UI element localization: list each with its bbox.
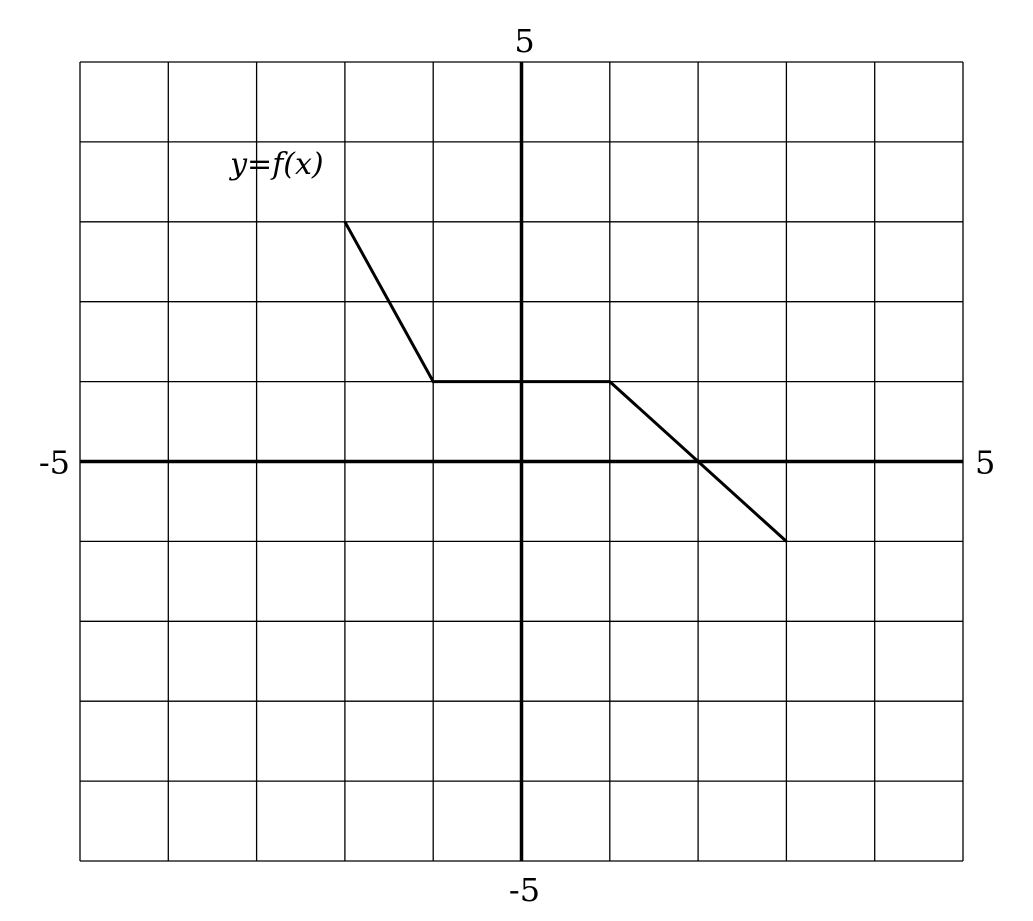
x-axis-min-label: -5 (39, 444, 70, 482)
function-graph (343, 221, 788, 543)
function-line (343, 221, 788, 543)
labels: 5 -5 -5 5 y=f(x) (39, 22, 996, 909)
x-axis-max-label: 5 (975, 444, 995, 482)
y-axis-max-label: 5 (514, 22, 534, 60)
function-label: y=f(x) (228, 147, 324, 182)
y-axis-min-label: -5 (509, 871, 540, 909)
axes (80, 62, 963, 861)
